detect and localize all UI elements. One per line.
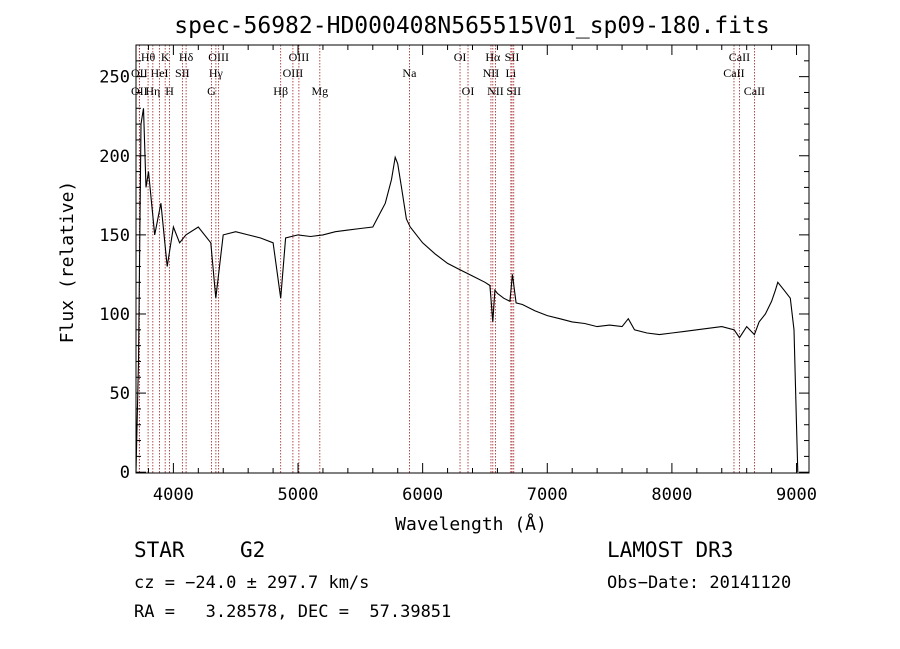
axes-layer: 4000 5000 6000 7000 8000 9000 0 50 100 150 200 250: [99, 44, 817, 505]
spectral-line-label: H: [165, 84, 174, 98]
x-tick-label: 6000: [402, 485, 443, 505]
x-tick-label: 8000: [651, 485, 692, 505]
y-tick-label: 100: [99, 305, 130, 325]
spectral-line-label: OIII: [289, 50, 310, 64]
spectral-line-label: Li: [506, 66, 517, 80]
spectral-line-label: Hβ: [273, 84, 288, 98]
y-tick-label: 50: [110, 384, 130, 404]
spectral-line-label: SII: [506, 84, 521, 98]
spectral-line-label: SII: [175, 66, 190, 80]
spectral-line-label: Hη: [145, 84, 160, 98]
spectral-line-label: K: [161, 50, 170, 64]
spectral-line-label: NII: [487, 84, 504, 98]
spectral-line-label: Hα: [485, 50, 501, 64]
spectral-line-label: Hθ: [141, 50, 156, 64]
spectral-line-label: OI: [454, 50, 467, 64]
subclass-label: G2: [240, 538, 266, 562]
spectral-line-label: CaII: [744, 84, 765, 98]
spectral-line-label: OIII: [283, 66, 304, 80]
spectral-line-label: OII: [131, 66, 148, 80]
chart-title: spec-56982-HD000408N565515V01_sp09-180.f…: [174, 13, 769, 39]
series-layer: [135, 108, 799, 473]
spectral-line-label: G: [207, 84, 216, 98]
y-tick-label: 150: [99, 226, 130, 246]
obs-date-label: Obs−Date: 20141120: [607, 573, 792, 593]
y-tick-label: 200: [99, 147, 130, 167]
spectrum-line: [135, 108, 799, 473]
object-type-label: STAR: [134, 538, 185, 562]
spectral-line-label: OI: [462, 84, 475, 98]
y-tick-label: 0: [120, 463, 130, 483]
coords-label: RA = 3.28578, DEC = 57.39851: [134, 602, 452, 622]
y-axis-label: Flux (relative): [57, 181, 78, 344]
spectral-line-label: Na: [402, 66, 417, 80]
survey-label: LAMOST DR3: [607, 538, 734, 562]
x-tick-label: 4000: [153, 485, 194, 505]
x-tick-label: 5000: [278, 485, 319, 505]
spectral-line-label: Hγ: [209, 66, 224, 80]
spectral-line-label: SII: [505, 50, 520, 64]
y-tick-label: 250: [99, 68, 130, 88]
spectral-line-label: OIII: [208, 50, 229, 64]
plot-frame: [135, 44, 810, 474]
spectral-line-label: CaII: [723, 66, 744, 80]
spectral-line-label: CaII: [729, 50, 750, 64]
x-tick-label: 7000: [527, 485, 568, 505]
cz-label: cz = −24.0 ± 297.7 km/s: [134, 573, 370, 593]
x-tick-label: 9000: [776, 485, 817, 505]
spectral-line-label: NII: [483, 66, 500, 80]
spectral-line-label: Hδ: [179, 50, 194, 64]
spectral-line-label: Mg: [311, 84, 328, 98]
spectral-line-label: HeI: [151, 66, 169, 80]
x-axis-label: Wavelength (Å): [395, 513, 547, 535]
